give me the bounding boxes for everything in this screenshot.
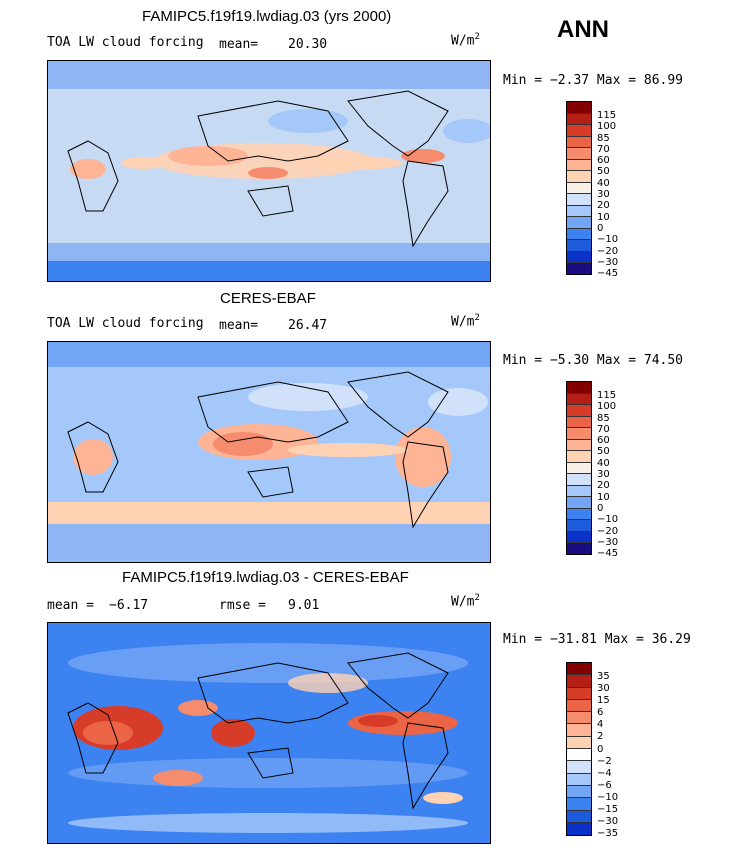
panel2-minmax: Min = −5.30 Max = 74.50 <box>503 353 684 368</box>
panel1-mean-value: 20.30 <box>288 37 328 52</box>
panel1-map <box>47 60 491 282</box>
panel3-rmse-value: 9.01 <box>288 598 320 613</box>
panel1-colorbar-labels: 115 100 85 70 60 50 40 30 20 10 0 −10 −20 −30 −45 <box>597 110 618 279</box>
panel3-mean-value: −6.17 <box>109 598 149 613</box>
panel2-mean-label: mean= <box>219 318 259 333</box>
panel2-variable-label: TOA LW cloud forcing <box>47 316 204 331</box>
colorbar-tick: −10 <box>597 514 619 526</box>
panel2-mean-value: 26.47 <box>288 318 328 333</box>
panel2-colorbar-labels: 115 100 85 70 60 50 40 30 20 10 0 −10 −20 −30 −45 <box>597 390 618 559</box>
colorbar-tick: 115 <box>597 390 617 401</box>
colorbar-tick: 30 <box>597 683 610 695</box>
panel3-title: FAMIPC5.f19f19.lwdiag.03 - CERES-EBAF <box>122 569 409 586</box>
colorbar-tick: 60 <box>597 155 610 167</box>
panel1-mean-label: mean= <box>219 37 259 52</box>
colorbar-tick: 20 <box>597 200 610 212</box>
colorbar-tick: −10 <box>597 234 619 246</box>
panel1-title: FAMIPC5.f19f19.lwdiag.03 (yrs 2000) <box>142 8 392 25</box>
panel2-units: W/m2 <box>451 313 480 330</box>
colorbar-tick: −20 <box>597 245 619 257</box>
panel2-map <box>47 341 491 563</box>
colorbar-tick: −20 <box>597 525 619 537</box>
colorbar-tick: 40 <box>597 177 610 189</box>
colorbar-tick: 6 <box>597 707 604 719</box>
colorbar-tick: −15 <box>597 804 619 816</box>
colorbar-tick: 50 <box>597 446 610 458</box>
colorbar-tick: −45 <box>597 548 619 560</box>
colorbar-tick: 35 <box>597 671 610 682</box>
colorbar-tick: −10 <box>597 791 619 803</box>
colorbar-tick: −45 <box>597 268 619 280</box>
colorbar-tick: 2 <box>597 731 604 743</box>
colorbar-tick: 30 <box>597 469 610 481</box>
colorbar-tick: −30 <box>597 536 619 548</box>
panel1-units: W/m2 <box>451 32 480 49</box>
colorbar-tick: 70 <box>597 423 610 435</box>
panel3-colorbar-labels: 35 30 15 6 4 2 0 −2 −4 −6 −10 −15 −30 −35 <box>597 671 618 840</box>
colorbar-tick: −30 <box>597 816 619 828</box>
colorbar-tick: 4 <box>597 719 604 731</box>
colorbar-tick: −4 <box>597 767 612 779</box>
colorbar-tick: 70 <box>597 143 610 155</box>
colorbar-tick: 60 <box>597 435 610 447</box>
colorbar-tick: −35 <box>597 828 619 840</box>
colorbar-tick: 100 <box>597 121 617 133</box>
season-label: ANN <box>557 16 609 43</box>
panel3-rmse-label: rmse = <box>219 598 266 613</box>
colorbar-tick: 30 <box>597 189 610 201</box>
colorbar-tick: 10 <box>597 491 610 503</box>
colorbar-tick: 50 <box>597 166 610 178</box>
panel3-map <box>47 622 491 844</box>
panel1-colorbar <box>566 101 592 275</box>
colorbar-tick: −6 <box>597 779 612 791</box>
panel3-colorbar <box>566 662 592 836</box>
panel3-mean-label: mean = <box>47 598 94 613</box>
panel3-units: W/m2 <box>451 593 480 610</box>
colorbar-tick: 85 <box>597 412 610 424</box>
panel2-colorbar <box>566 381 592 555</box>
colorbar-tick: 10 <box>597 211 610 223</box>
colorbar-tick: 0 <box>597 222 604 234</box>
colorbar-tick: 85 <box>597 132 610 144</box>
colorbar-tick: −2 <box>597 755 612 767</box>
panel1-variable-label: TOA LW cloud forcing <box>47 35 204 50</box>
colorbar-tick: 40 <box>597 457 610 469</box>
panel2-title: CERES-EBAF <box>220 290 316 307</box>
colorbar-tick: 100 <box>597 401 617 413</box>
colorbar-tick: 115 <box>597 110 617 121</box>
colorbar-tick: 0 <box>597 743 604 755</box>
panel3-minmax: Min = −31.81 Max = 36.29 <box>503 632 691 647</box>
colorbar-tick: 15 <box>597 695 610 707</box>
colorbar-tick: 20 <box>597 480 610 492</box>
colorbar-tick: 0 <box>597 502 604 514</box>
panel1-minmax: Min = −2.37 Max = 86.99 <box>503 73 684 88</box>
colorbar-tick: −30 <box>597 256 619 268</box>
